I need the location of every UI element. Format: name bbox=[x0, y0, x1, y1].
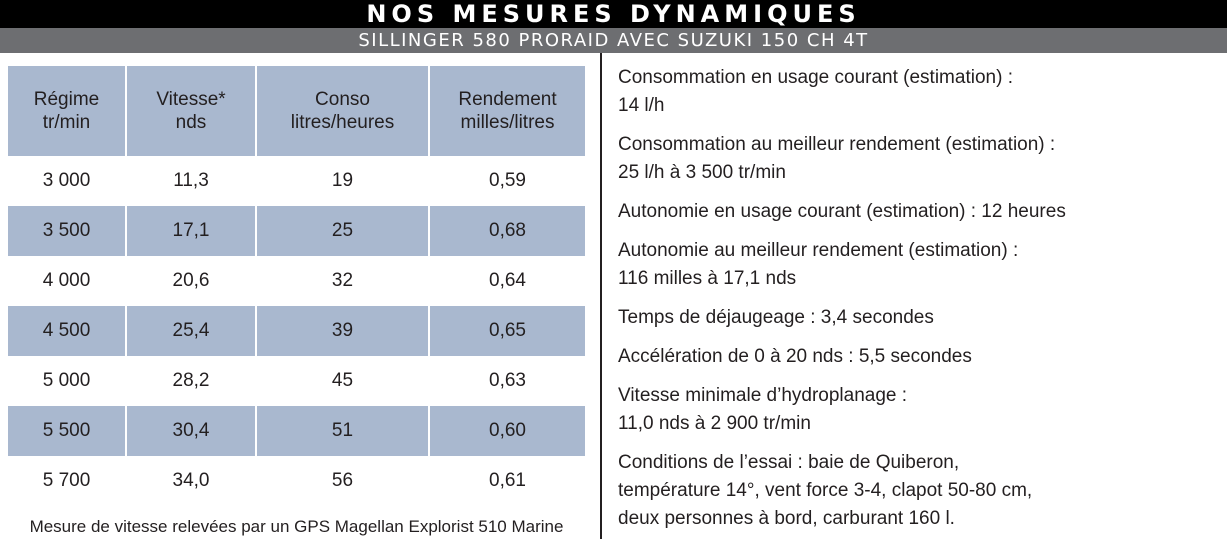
stat-acceleration: Accélération de 0 à 20 nds : 5,5 seconde… bbox=[618, 343, 1218, 371]
table-row: 3 000 11,3 19 0,59 bbox=[8, 156, 585, 206]
stat-line: Consommation au meilleur rendement (esti… bbox=[618, 134, 1056, 155]
stat-line: Consommation en usage courant (estimatio… bbox=[618, 67, 1013, 88]
table-cell: 4 500 bbox=[8, 306, 127, 356]
table-cell: 11,3 bbox=[126, 156, 257, 206]
table-cell: 28,2 bbox=[126, 356, 257, 406]
stat-line: Temps de déjaugeage : 3,4 secondes bbox=[618, 307, 934, 328]
table-cell: 4 000 bbox=[8, 256, 127, 306]
stat-conditions: Conditions de l’essai : baie de Quiberon… bbox=[618, 449, 1218, 533]
table-row: 5 000 28,2 45 0,63 bbox=[8, 356, 585, 406]
table-cell: 5 000 bbox=[8, 356, 127, 406]
page-subtitle: SILLINGER 580 PRORAID AVEC SUZUKI 150 CH… bbox=[0, 28, 1227, 53]
table-cell: 0,65 bbox=[429, 306, 585, 356]
stat-line: température 14°, vent force 3-4, clapot … bbox=[618, 480, 1033, 501]
column-header-line: litres/heures bbox=[290, 112, 395, 133]
table-cell: 0,60 bbox=[429, 406, 585, 456]
stat-consommation-courante: Consommation en usage courant (estimatio… bbox=[618, 64, 1218, 120]
column-header-regime: Régime tr/min bbox=[8, 66, 127, 156]
stat-line: Conditions de l’essai : baie de Quiberon… bbox=[618, 452, 960, 473]
stat-hydroplanage: Vitesse minimale d’hydroplanage : 11,0 n… bbox=[618, 382, 1218, 438]
table-row: 5 700 34,0 56 0,61 bbox=[8, 456, 585, 506]
stat-line: Autonomie en usage courant (estimation) … bbox=[618, 201, 1066, 222]
stat-line: Autonomie au meilleur rendement (estimat… bbox=[618, 240, 1019, 261]
table-cell: 5 700 bbox=[8, 456, 127, 506]
table-cell: 45 bbox=[256, 356, 430, 406]
column-header-line: tr/min bbox=[42, 112, 91, 133]
column-header-conso: Conso litres/heures bbox=[256, 66, 430, 156]
table-row: 4 500 25,4 39 0,65 bbox=[8, 306, 585, 356]
table-cell: 25 bbox=[256, 206, 430, 256]
table-row: 3 500 17,1 25 0,68 bbox=[8, 206, 585, 256]
stat-line: 11,0 nds à 2 900 tr/min bbox=[618, 413, 811, 434]
table-cell: 3 500 bbox=[8, 206, 127, 256]
stat-consommation-meilleur: Consommation au meilleur rendement (esti… bbox=[618, 131, 1218, 187]
stats-column: Consommation en usage courant (estimatio… bbox=[618, 64, 1218, 544]
table-cell: 32 bbox=[256, 256, 430, 306]
table-cell: 51 bbox=[256, 406, 430, 456]
table-cell: 0,64 bbox=[489, 270, 526, 291]
column-header-line: Conso bbox=[315, 89, 370, 110]
table-cell: 56 bbox=[256, 456, 430, 506]
column-header-line: Rendement bbox=[458, 89, 557, 110]
stat-autonomie-meilleur: Autonomie au meilleur rendement (estimat… bbox=[618, 237, 1218, 293]
table-cell: 17,1 bbox=[126, 206, 257, 256]
stat-line: 14 l/h bbox=[618, 95, 665, 116]
column-divider bbox=[600, 53, 602, 539]
stat-line: Accélération de 0 à 20 nds : 5,5 seconde… bbox=[618, 346, 972, 367]
table-cell: 34,0 bbox=[126, 456, 257, 506]
table-cell: 0,59 bbox=[489, 170, 526, 191]
table-cell: 25,4 bbox=[126, 306, 257, 356]
stat-dejaugeage: Temps de déjaugeage : 3,4 secondes bbox=[618, 304, 1218, 332]
table-header-row: Régime tr/min Vitesse* nds Conso litres/… bbox=[8, 66, 585, 156]
column-header-line: milles/litres bbox=[460, 112, 555, 133]
table-cell: 0,68 bbox=[429, 206, 585, 256]
stat-line: 116 milles à 17,1 nds bbox=[618, 268, 797, 289]
table-row: 5 500 30,4 51 0,60 bbox=[8, 406, 585, 456]
table-cell: 19 bbox=[256, 156, 430, 206]
table-cell: 0,61 bbox=[489, 470, 526, 491]
stat-autonomie-courante: Autonomie en usage courant (estimation) … bbox=[618, 198, 1218, 226]
table-cell: 5 500 bbox=[8, 406, 127, 456]
table-cell: 0,63 bbox=[489, 370, 526, 391]
measurements-table: Régime tr/min Vitesse* nds Conso litres/… bbox=[8, 66, 585, 506]
stat-line: deux personnes à bord, carburant 160 l. bbox=[618, 508, 955, 529]
page-title: NOS MESURES DYNAMIQUES bbox=[0, 0, 1227, 28]
stat-line: Vitesse minimale d’hydroplanage : bbox=[618, 385, 908, 406]
table-cell: 20,6 bbox=[126, 256, 257, 306]
column-header-line: nds bbox=[175, 112, 207, 133]
stat-line: 25 l/h à 3 500 tr/min bbox=[618, 162, 786, 183]
table-cell: 3 000 bbox=[8, 156, 127, 206]
table-cell: 39 bbox=[256, 306, 430, 356]
measurements-table-container: Régime tr/min Vitesse* nds Conso litres/… bbox=[8, 66, 585, 506]
table-cell: 30,4 bbox=[126, 406, 257, 456]
column-header-line: Régime bbox=[33, 89, 100, 110]
column-header-line: Vitesse* bbox=[156, 89, 226, 110]
table-footnote: Mesure de vitesse relevées par un GPS Ma… bbox=[29, 517, 564, 536]
column-header-vitesse: Vitesse* nds bbox=[126, 66, 257, 156]
table-row: 4 000 20,6 32 0,64 bbox=[8, 256, 585, 306]
column-header-rendement: Rendement milles/litres bbox=[429, 66, 585, 156]
